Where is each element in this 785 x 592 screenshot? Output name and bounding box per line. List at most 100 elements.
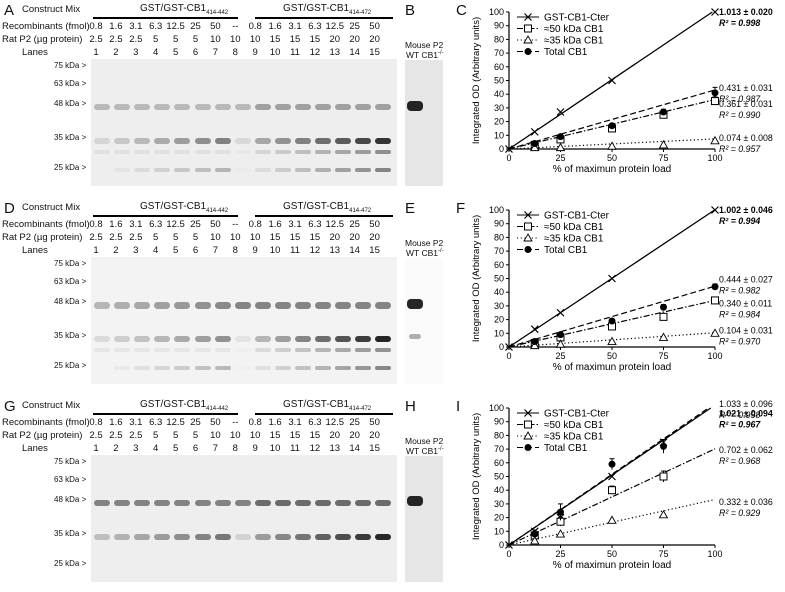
protein-band	[134, 366, 151, 370]
ratp2-value: 15	[289, 34, 301, 45]
data-point	[608, 122, 616, 130]
x-axis-label: % of maximun protein load	[553, 164, 671, 175]
mouse-genotype-label: WT CB1-/-	[406, 248, 444, 258]
protein-band	[315, 150, 332, 154]
group-left-sub: 414-442	[206, 10, 229, 16]
protein-band	[375, 168, 392, 172]
data-point	[555, 339, 566, 348]
recombinant-value: 25	[349, 21, 360, 32]
protein-band	[234, 138, 251, 144]
y-axis-label: Integrated OD (Arbitrary units)	[471, 413, 482, 540]
western-blot-gel	[91, 455, 397, 582]
ratp2-value: 2.5	[109, 34, 123, 45]
protein-band	[214, 104, 231, 110]
protein-band	[295, 500, 311, 506]
y-tick-label: 20	[494, 117, 504, 127]
protein-band	[274, 366, 291, 370]
protein-band	[154, 336, 171, 342]
protein-band	[335, 348, 352, 352]
mouse-ko-sup: -/-	[437, 248, 444, 255]
fit-slope-text: 0.340 ± 0.011	[719, 298, 772, 308]
lane-number: 5	[172, 443, 179, 454]
protein-band	[194, 534, 211, 540]
data-point	[557, 331, 564, 339]
recombinant-value: 1.6	[268, 219, 282, 230]
protein-band	[274, 138, 291, 144]
recombinant-value: --	[232, 219, 239, 230]
western-blot-gel	[91, 257, 397, 384]
recombinant-value: 50	[210, 219, 221, 230]
ratp2-value: 10	[230, 34, 241, 45]
lane-number: 10	[269, 47, 281, 58]
protein-band	[335, 302, 352, 309]
legend-label: ≈50 kDa CB1	[544, 420, 604, 431]
fit-line	[508, 448, 716, 546]
y-tick-label: 30	[494, 499, 504, 509]
legend-label: GST-CB1-Cter	[544, 211, 610, 222]
fit-r2-text: R² = 0.998	[719, 18, 760, 28]
protein-band	[295, 168, 311, 172]
legend-marker	[524, 444, 532, 451]
lane-number: 7	[212, 47, 219, 58]
group-right-sub: 414-472	[349, 406, 372, 412]
panel-letter-gel: D	[4, 200, 15, 217]
y-tick-label: 10	[494, 130, 504, 140]
protein-band	[254, 150, 271, 154]
ratp2-value: 5	[153, 430, 159, 441]
lane-number: 3	[133, 245, 139, 256]
protein-band	[375, 534, 392, 540]
y-tick-label: 70	[494, 48, 504, 58]
y-tick-label: 50	[494, 274, 504, 284]
protein-band	[154, 366, 171, 370]
protein-band	[234, 104, 251, 110]
data-point	[529, 340, 540, 350]
ratp2-value: 10	[249, 232, 261, 243]
data-point	[711, 296, 719, 305]
protein-band	[94, 302, 110, 309]
lane-number: 2	[113, 245, 119, 256]
recombinant-value: 1.6	[109, 21, 123, 32]
lane-number: 5	[172, 47, 179, 58]
legend-label: Total CB1	[544, 443, 588, 454]
lane-number: 8	[232, 47, 238, 58]
recombinant-value: 3.1	[129, 21, 143, 32]
ratp2-value: 2.5	[89, 430, 103, 441]
recombinant-value: 25	[190, 417, 201, 428]
lane-number: 1	[93, 47, 99, 58]
protein-band	[274, 302, 291, 309]
protein-band	[234, 500, 251, 506]
legend-marker	[524, 420, 532, 429]
data-point	[660, 442, 667, 450]
lane-number: 15	[369, 47, 380, 58]
y-axis-label: Integrated OD (Arbitrary units)	[471, 215, 482, 342]
recombinant-value: 0.8	[248, 417, 262, 428]
protein-band	[254, 104, 271, 110]
ratp2-value: 10	[210, 34, 221, 45]
lane-number: 5	[172, 245, 179, 256]
lane-number: 7	[212, 245, 219, 256]
fit-slope-text: 0.074 ± 0.008	[719, 133, 773, 143]
fit-r2-text: R² = 0.994	[719, 216, 760, 226]
y-tick-label: 40	[494, 287, 504, 297]
ratp2-value: 20	[349, 34, 360, 45]
lane-number: 14	[349, 47, 360, 58]
protein-band	[355, 138, 372, 144]
protein-band	[214, 348, 231, 352]
recombinant-value: 0.8	[248, 21, 262, 32]
x-tick-label: 50	[607, 153, 617, 163]
fit-r2-text: R² = 0.967	[719, 419, 761, 429]
mouse-wt-band	[407, 299, 423, 309]
data-point	[608, 460, 616, 468]
protein-band	[174, 150, 191, 154]
ratp2-value: 20	[349, 232, 360, 243]
legend-label: ≈35 kDa CB1	[544, 234, 604, 245]
y-tick-label: 90	[494, 417, 504, 427]
data-point	[607, 515, 617, 524]
data-point	[531, 140, 539, 148]
y-tick-label: 40	[494, 89, 504, 99]
protein-band	[355, 348, 372, 352]
mouse-p2-title: Mouse P2	[405, 436, 444, 446]
fit-slope-text: 1.002 ± 0.046	[719, 205, 773, 215]
group-right-sub: 414-472	[349, 10, 372, 16]
protein-band	[94, 500, 110, 506]
